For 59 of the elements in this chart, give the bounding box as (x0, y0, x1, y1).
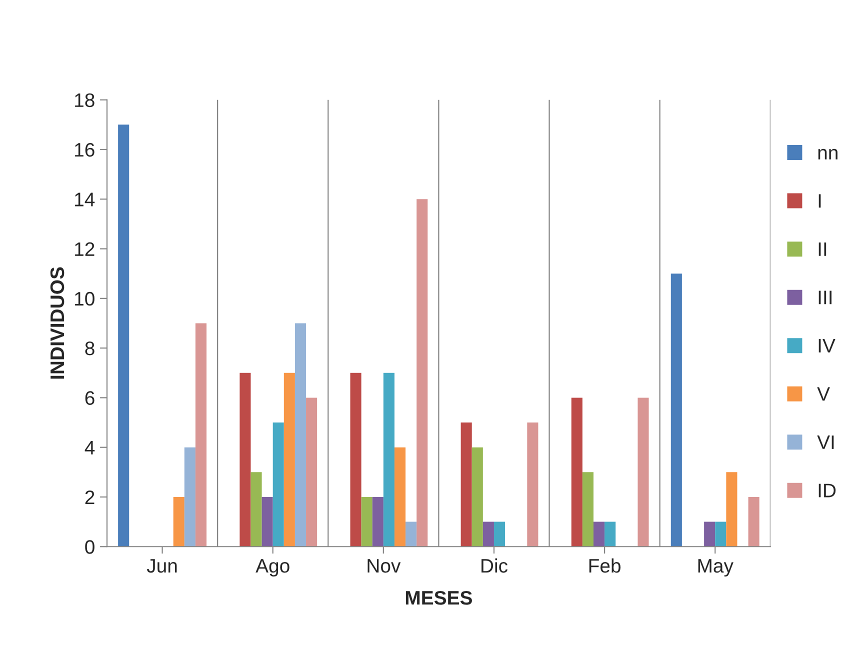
x-tick-label: Jun (146, 559, 177, 573)
y-tick-label: 10 (75, 292, 94, 306)
bar (250, 472, 262, 547)
bar (593, 522, 605, 547)
legend-label: II (818, 242, 826, 256)
bar (306, 398, 318, 547)
x-tick-label: Dic (482, 558, 508, 573)
bar (482, 522, 494, 547)
y-axis-title: INDIVIDUOS (50, 267, 64, 379)
bar (272, 422, 284, 547)
bar (406, 522, 417, 547)
bar (604, 522, 616, 547)
y-tick-label: 16 (75, 142, 94, 157)
bar (416, 199, 428, 547)
y-tick-label: 14 (75, 192, 95, 206)
bar (715, 522, 726, 547)
bar (195, 323, 207, 547)
y-tick-label: 2 (85, 490, 94, 504)
bar (284, 372, 295, 547)
y-tick-label: 8 (85, 342, 94, 356)
legend-label: VI (817, 436, 834, 449)
x-tick-label: May (698, 559, 734, 577)
bar (571, 398, 582, 547)
bar (383, 372, 394, 547)
bar (494, 522, 506, 547)
y-tick-label: 18 (75, 93, 94, 108)
bar (704, 522, 716, 547)
bar (638, 398, 649, 547)
bar (527, 422, 538, 547)
bar (670, 274, 682, 547)
bar (394, 447, 406, 547)
y-tick-label: 4 (84, 441, 95, 454)
legend-label: IV (818, 339, 836, 352)
legend-label: V (817, 387, 830, 401)
x-axis-title: MESES (406, 590, 472, 605)
y-tick-label: 12 (75, 242, 94, 256)
bar (361, 496, 372, 547)
x-tick-label: Feb (589, 558, 620, 573)
bar (173, 496, 184, 547)
bar (118, 124, 130, 547)
legend-label: I (818, 194, 821, 208)
legend-label: nn (818, 148, 838, 160)
bar (726, 472, 738, 547)
x-tick-label: Ago (256, 559, 290, 577)
bar (582, 472, 594, 547)
y-tick-label: 6 (85, 391, 94, 405)
bar (184, 447, 196, 547)
bar (372, 496, 384, 547)
bar (460, 422, 472, 547)
bar (748, 496, 760, 547)
bar (240, 372, 251, 547)
bar (350, 372, 362, 547)
bar (472, 447, 483, 547)
legend-label: III (818, 290, 832, 304)
bar (262, 496, 273, 547)
legend-label: ID (818, 484, 836, 498)
x-tick-label: Nov (368, 559, 401, 573)
y-tick-label: 0 (85, 540, 94, 554)
bar (294, 323, 306, 547)
